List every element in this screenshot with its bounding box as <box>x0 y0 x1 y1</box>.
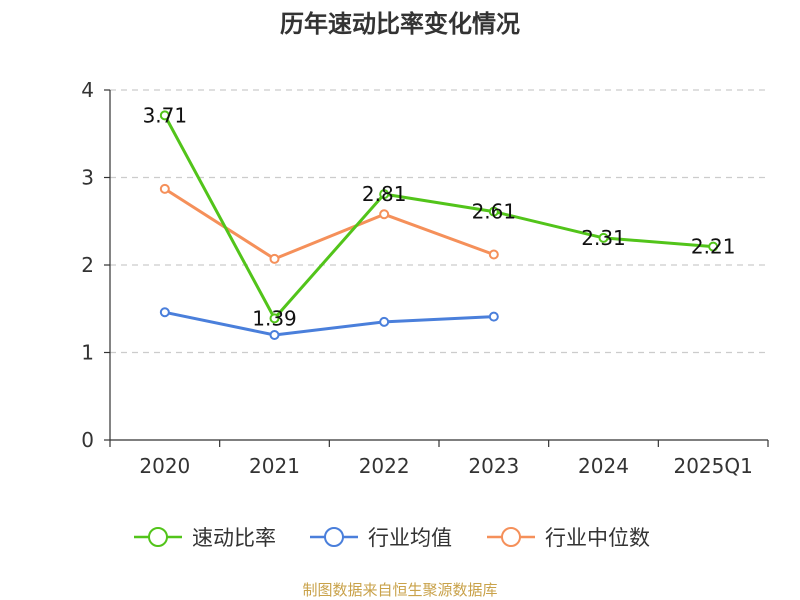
legend[interactable]: 速动比率 行业均值 行业中位数 <box>134 526 650 550</box>
y-tick-label-1: 1 <box>81 341 94 365</box>
point-0-3[interactable] <box>488 206 499 217</box>
legend-label-0[interactable]: 速动比率 <box>192 526 276 550</box>
series-line-2 <box>163 187 495 261</box>
series-line-1 <box>164 310 494 337</box>
data-label-3: 2.61 <box>472 200 517 224</box>
y-tick-label-2: 2 <box>81 253 94 277</box>
data-label-0: 3.71 <box>143 103 188 127</box>
x-tick-label-3: 2023 <box>468 454 519 478</box>
y-tick-label-4: 4 <box>81 78 94 102</box>
point-2-1[interactable] <box>269 253 280 264</box>
grid-lines <box>110 89 768 354</box>
point-0-0[interactable] <box>159 110 170 121</box>
x-tick-label-5: 2025Q1 <box>673 454 752 478</box>
legend-label-2[interactable]: 行业中位数 <box>545 526 650 550</box>
point-0-4[interactable] <box>598 232 609 243</box>
x-tick-label-1: 2021 <box>249 454 300 478</box>
point-0-2[interactable] <box>379 189 390 200</box>
chart-title: 历年速动比率变化情况 <box>280 10 520 38</box>
series-layer <box>159 110 719 340</box>
series-line-0 <box>163 114 714 320</box>
point-0-5[interactable] <box>708 241 719 252</box>
legend-label-1[interactable]: 行业均值 <box>368 526 452 550</box>
x-tick-label-0: 2020 <box>139 454 190 478</box>
point-2-0[interactable] <box>159 183 170 194</box>
data-label-2: 2.81 <box>362 182 407 206</box>
point-1-1[interactable] <box>269 330 280 340</box>
point-0-1[interactable] <box>269 313 280 324</box>
y-tick-label-3: 3 <box>81 166 94 190</box>
x-tick-label-4: 2024 <box>578 454 629 478</box>
legend-marker-1 <box>324 527 344 547</box>
point-2-3[interactable] <box>488 249 499 260</box>
point-1-2[interactable] <box>379 316 390 327</box>
legend-marker-0 <box>148 527 168 547</box>
axes: 0 1 2 3 4 2020 2021 2022 2023 2024 2025Q1 <box>81 78 769 478</box>
data-label-4: 2.31 <box>581 226 626 250</box>
data-label-1: 1.39 <box>252 306 297 330</box>
y-tick-label-0: 0 <box>81 428 94 452</box>
point-1-0[interactable] <box>159 307 170 318</box>
x-tick-label-2: 2022 <box>359 454 410 478</box>
point-2-2[interactable] <box>379 209 390 220</box>
data-labels: 3.71 1.39 2.81 2.61 2.31 2.21 <box>143 103 736 330</box>
source-note: 制图数据来自恒生聚源数据库 <box>302 581 497 599</box>
point-1-3[interactable] <box>488 311 499 322</box>
legend-marker-2 <box>501 527 521 547</box>
data-label-5: 2.21 <box>691 235 736 259</box>
